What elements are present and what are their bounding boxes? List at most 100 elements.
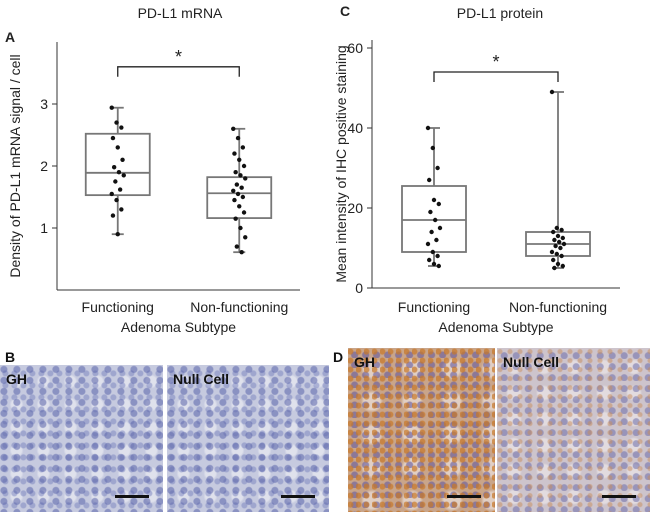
data-point xyxy=(431,261,437,267)
scale-bar xyxy=(602,495,636,498)
data-point xyxy=(233,216,238,221)
data-point xyxy=(551,257,556,263)
data-point xyxy=(435,165,440,171)
data-point xyxy=(554,251,559,257)
data-point xyxy=(553,243,558,249)
data-point xyxy=(114,197,119,203)
box xyxy=(84,132,151,197)
micrograph: Null Cell xyxy=(497,348,650,512)
data-point xyxy=(232,197,237,203)
y-tick-label: 3 xyxy=(40,96,48,112)
panel-label: A xyxy=(5,29,15,45)
data-point xyxy=(237,157,242,162)
chart-title: PD-L1 protein xyxy=(457,5,543,21)
data-point xyxy=(560,235,565,241)
data-point xyxy=(111,165,117,170)
data-point xyxy=(231,188,236,193)
scale-bar xyxy=(281,495,315,498)
scale-bar xyxy=(115,495,149,498)
data-point xyxy=(437,225,443,231)
data-point xyxy=(121,173,126,178)
scale-bar xyxy=(447,495,481,498)
box xyxy=(206,176,273,219)
significance-bracket xyxy=(433,71,559,82)
data-point xyxy=(558,245,563,251)
data-point xyxy=(120,157,125,162)
x-tick-label: Functioning xyxy=(82,299,154,315)
data-point xyxy=(119,207,124,212)
data-point xyxy=(430,145,435,151)
x-tick-label: Non-functioning xyxy=(190,299,288,315)
charts: A PD-L1 mRNA Density of PD-L1 mRNA signal … xyxy=(5,3,620,335)
data-point xyxy=(116,170,122,175)
panel-label: B xyxy=(5,349,16,365)
data-point xyxy=(429,229,434,235)
image-label: GH xyxy=(354,354,375,370)
data-point xyxy=(552,237,557,243)
significance-bracket xyxy=(117,66,240,77)
data-point xyxy=(243,176,248,181)
data-point xyxy=(551,229,556,235)
micrograph: GH xyxy=(348,348,495,512)
data-point xyxy=(240,145,246,150)
data-point xyxy=(232,151,237,156)
x-axis-label: Adenoma Subtype xyxy=(121,319,236,335)
data-point xyxy=(234,182,240,187)
data-point xyxy=(428,209,433,215)
data-point xyxy=(554,225,559,231)
y-tick-label: 1 xyxy=(40,220,48,236)
data-point xyxy=(555,233,561,239)
data-point xyxy=(427,177,432,183)
data-point xyxy=(241,163,247,169)
data-point xyxy=(435,253,440,259)
image-label: Null Cell xyxy=(173,371,230,387)
data-point xyxy=(110,213,116,218)
panel-label: C xyxy=(340,3,350,19)
data-point xyxy=(117,187,123,192)
data-point xyxy=(241,210,247,215)
data-point xyxy=(115,145,120,150)
significance-label: * xyxy=(492,52,499,72)
data-point xyxy=(231,126,236,131)
data-point xyxy=(109,105,114,110)
data-point xyxy=(114,120,119,125)
micrograph: Null Cell xyxy=(167,365,329,512)
data-point xyxy=(557,239,562,245)
data-point xyxy=(559,253,564,259)
data-point xyxy=(549,249,555,255)
data-point xyxy=(239,249,244,255)
data-point xyxy=(559,227,564,233)
data-point xyxy=(243,235,248,240)
image-label: Null Cell xyxy=(503,354,560,370)
data-point xyxy=(425,241,431,247)
data-point xyxy=(238,173,243,178)
image-label: GH xyxy=(6,371,27,387)
x-tick-label: Non-functioning xyxy=(509,299,607,315)
data-point xyxy=(436,263,441,269)
x-tick-label: Functioning xyxy=(398,299,470,315)
data-point xyxy=(436,201,441,207)
panel-label: D xyxy=(333,349,344,365)
data-point xyxy=(561,241,567,247)
data-point xyxy=(235,191,241,197)
y-tick-label: 40 xyxy=(347,120,363,136)
y-tick-label: 60 xyxy=(347,40,363,56)
data-point xyxy=(233,170,238,175)
y-axis-label: Density of PD-L1 mRNA signal / cell xyxy=(7,54,23,277)
data-point xyxy=(237,204,242,209)
x-axis-label: Adenoma Subtype xyxy=(438,319,553,335)
data-point xyxy=(555,261,561,267)
data-point xyxy=(238,225,243,231)
data-point xyxy=(115,232,120,237)
y-tick-label: 2 xyxy=(40,158,48,174)
data-point xyxy=(434,237,439,243)
data-point xyxy=(239,185,244,190)
data-point xyxy=(119,125,124,130)
data-point xyxy=(549,89,555,95)
y-axis-label: Mean intensity of IHC positive staining xyxy=(333,45,349,282)
data-point xyxy=(427,257,432,263)
data-point xyxy=(235,135,241,141)
y-tick-label: 0 xyxy=(355,280,363,296)
data-point xyxy=(110,135,116,141)
